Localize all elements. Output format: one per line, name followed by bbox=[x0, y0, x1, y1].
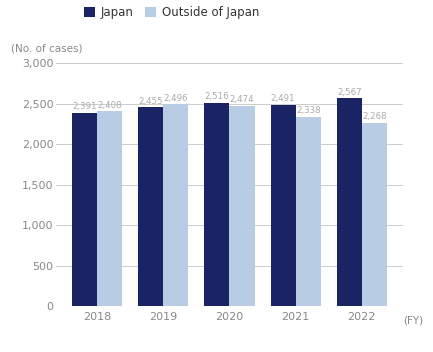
Text: 2,496: 2,496 bbox=[164, 94, 188, 102]
Text: 2,391: 2,391 bbox=[72, 102, 97, 111]
Text: (FY): (FY) bbox=[403, 315, 423, 325]
Text: 2,567: 2,567 bbox=[337, 88, 362, 97]
Bar bbox=[72, 113, 97, 306]
Bar bbox=[229, 106, 255, 306]
Text: (No. of cases): (No. of cases) bbox=[11, 44, 83, 54]
Bar bbox=[362, 122, 387, 306]
Bar bbox=[97, 111, 122, 306]
Bar bbox=[204, 102, 229, 306]
Text: 2,491: 2,491 bbox=[271, 94, 295, 103]
Text: 2,268: 2,268 bbox=[362, 112, 387, 121]
Text: 2,338: 2,338 bbox=[296, 106, 320, 115]
Bar bbox=[296, 117, 321, 306]
Bar bbox=[138, 107, 163, 306]
Bar bbox=[271, 105, 296, 306]
Text: 2,516: 2,516 bbox=[205, 92, 229, 101]
Bar bbox=[337, 99, 362, 306]
Text: 2,474: 2,474 bbox=[230, 95, 254, 104]
Legend: Japan, Outside of Japan: Japan, Outside of Japan bbox=[80, 1, 264, 24]
Text: 2,408: 2,408 bbox=[97, 101, 122, 110]
Text: 2,455: 2,455 bbox=[139, 97, 163, 106]
Bar bbox=[163, 104, 188, 306]
